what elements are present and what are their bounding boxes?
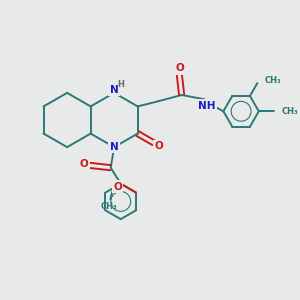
Text: CH₃: CH₃ — [282, 107, 298, 116]
Text: N: N — [110, 142, 118, 152]
Text: O: O — [113, 182, 122, 192]
Text: CH₃: CH₃ — [100, 202, 117, 211]
Text: H: H — [117, 80, 124, 89]
Text: NH: NH — [198, 100, 216, 111]
Text: O: O — [155, 141, 164, 151]
Text: N: N — [110, 85, 118, 95]
Text: CH₃: CH₃ — [265, 76, 281, 85]
Text: O: O — [80, 159, 88, 169]
Text: O: O — [175, 63, 184, 74]
